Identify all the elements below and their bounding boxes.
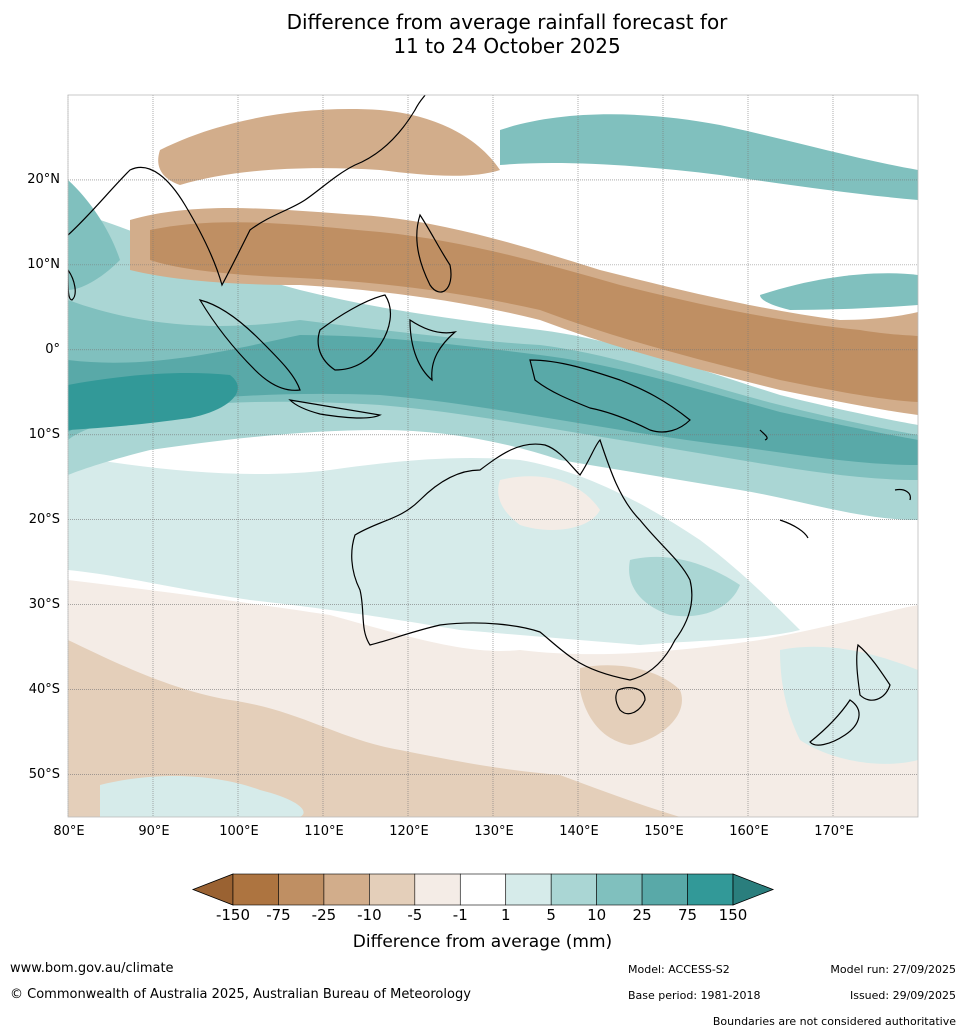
- new-zealand-south-coastline: [809, 699, 860, 746]
- colorbar-tick-label: 10: [587, 906, 607, 924]
- colorbar-segment: [505, 873, 552, 906]
- anomaly-tasmania-dry: [580, 665, 682, 745]
- colorbar-tick-label: 5: [546, 906, 556, 924]
- anomaly-indian-north-wet: [68, 180, 120, 290]
- anomaly-southern-dry: [68, 640, 680, 817]
- graticule-lines: [67, 95, 918, 817]
- colorbar-tick-label: -1: [452, 906, 468, 924]
- latitude-label: 40°S: [28, 681, 60, 697]
- website-link[interactable]: www.bom.gov.au/climate: [10, 961, 174, 976]
- latitude-label: 10°N: [27, 256, 60, 272]
- issued-date: Issued: 29/09/2025: [849, 989, 956, 1002]
- anomaly-southern-wet: [100, 775, 304, 817]
- longitude-label: 120°E: [389, 824, 429, 839]
- sumatra-coastline: [198, 299, 301, 391]
- base-period: Base period: 1981-2018: [628, 989, 761, 1002]
- colorbar-segment: [596, 873, 643, 906]
- asia-mainland-coastline: [68, 95, 426, 287]
- colorbar-segment: [369, 873, 416, 906]
- latitude-label: 10°S: [28, 426, 60, 442]
- colorbar-tick-label: 1: [500, 906, 511, 924]
- longitude-label: 130°E: [474, 824, 514, 839]
- colorbar-tick-label: -25: [311, 906, 337, 924]
- colorbar-tick-label: -10: [357, 906, 382, 924]
- longitude-label: 170°E: [814, 824, 854, 839]
- anomaly-australia-light-wet: [68, 455, 800, 645]
- pacific-islands-coastline: [759, 429, 911, 539]
- longitude-label: 100°E: [219, 824, 259, 839]
- anomaly-equatorial-strong-dry: [150, 222, 918, 402]
- latitude-label: 0°: [45, 341, 60, 357]
- title-line-1: Difference from average rainfall forecas…: [286, 10, 728, 34]
- colorbar-tick-label: -5: [407, 906, 423, 924]
- borneo-coastline: [317, 294, 392, 371]
- latitude-label: 50°S: [28, 766, 60, 782]
- coastlines: [68, 95, 911, 746]
- anomaly-pacific-wet-tongue: [760, 273, 918, 310]
- longitude-label: 90°E: [138, 824, 170, 839]
- colorbar-extend-high: [732, 873, 775, 906]
- longitude-label: 80°E: [53, 824, 85, 839]
- longitude-label: 140°E: [559, 824, 599, 839]
- colorbar-tick-label: 75: [677, 906, 698, 924]
- latitude-label: 30°S: [28, 596, 60, 612]
- australia-coastline: [351, 438, 693, 681]
- colorbar-segment: [641, 873, 688, 906]
- java-coastline: [288, 399, 382, 419]
- colorbar-title: Difference from average (mm): [352, 932, 613, 952]
- colorbar: [191, 873, 775, 906]
- colorbar-tick-label: 150: [718, 906, 748, 924]
- longitude-label: 110°E: [304, 824, 344, 839]
- anomaly-australia-dry-patch: [498, 476, 600, 530]
- copyright-text: © Commonwealth of Australia 2025, Austra…: [10, 987, 471, 1002]
- tasmania-coastline: [615, 687, 646, 715]
- model-name: Model: ACCESS-S2: [628, 963, 730, 976]
- colorbar-extend-low: [191, 873, 234, 906]
- boundaries-disclaimer: Boundaries are not considered authoritat…: [712, 1015, 956, 1028]
- latitude-label: 20°N: [27, 171, 60, 187]
- latitude-label: 20°S: [28, 511, 60, 527]
- new-guinea-coastline: [529, 359, 691, 433]
- map-frame: [67, 94, 919, 818]
- longitude-label: 160°E: [729, 824, 769, 839]
- philippines-coastline: [416, 213, 452, 293]
- anomaly-north-wet: [500, 114, 918, 200]
- colorbar-segment: [459, 873, 507, 906]
- map-title: Difference from average rainfall forecas…: [0, 10, 965, 58]
- colorbar-tick-label: 25: [632, 906, 652, 924]
- model-run-date: Model run: 27/09/2025: [830, 963, 956, 976]
- colorbar-segment: [687, 873, 734, 906]
- colorbar-segment: [414, 873, 461, 906]
- colorbar-tick-label: -75: [266, 906, 291, 924]
- new-zealand-north-coastline: [856, 643, 891, 701]
- colorbar-segment: [323, 873, 370, 906]
- sulawesi-coastline: [409, 318, 458, 382]
- colorbar-tick-label: -150: [215, 906, 251, 924]
- title-line-2: 11 to 24 October 2025: [393, 34, 621, 58]
- longitude-label: 150°E: [644, 824, 684, 839]
- colorbar-segment: [550, 873, 597, 906]
- anomaly-east-coast-wet: [629, 556, 740, 617]
- colorbar-segment: [232, 873, 279, 906]
- colorbar-segment: [278, 873, 325, 906]
- anomaly-north-dry: [158, 109, 500, 185]
